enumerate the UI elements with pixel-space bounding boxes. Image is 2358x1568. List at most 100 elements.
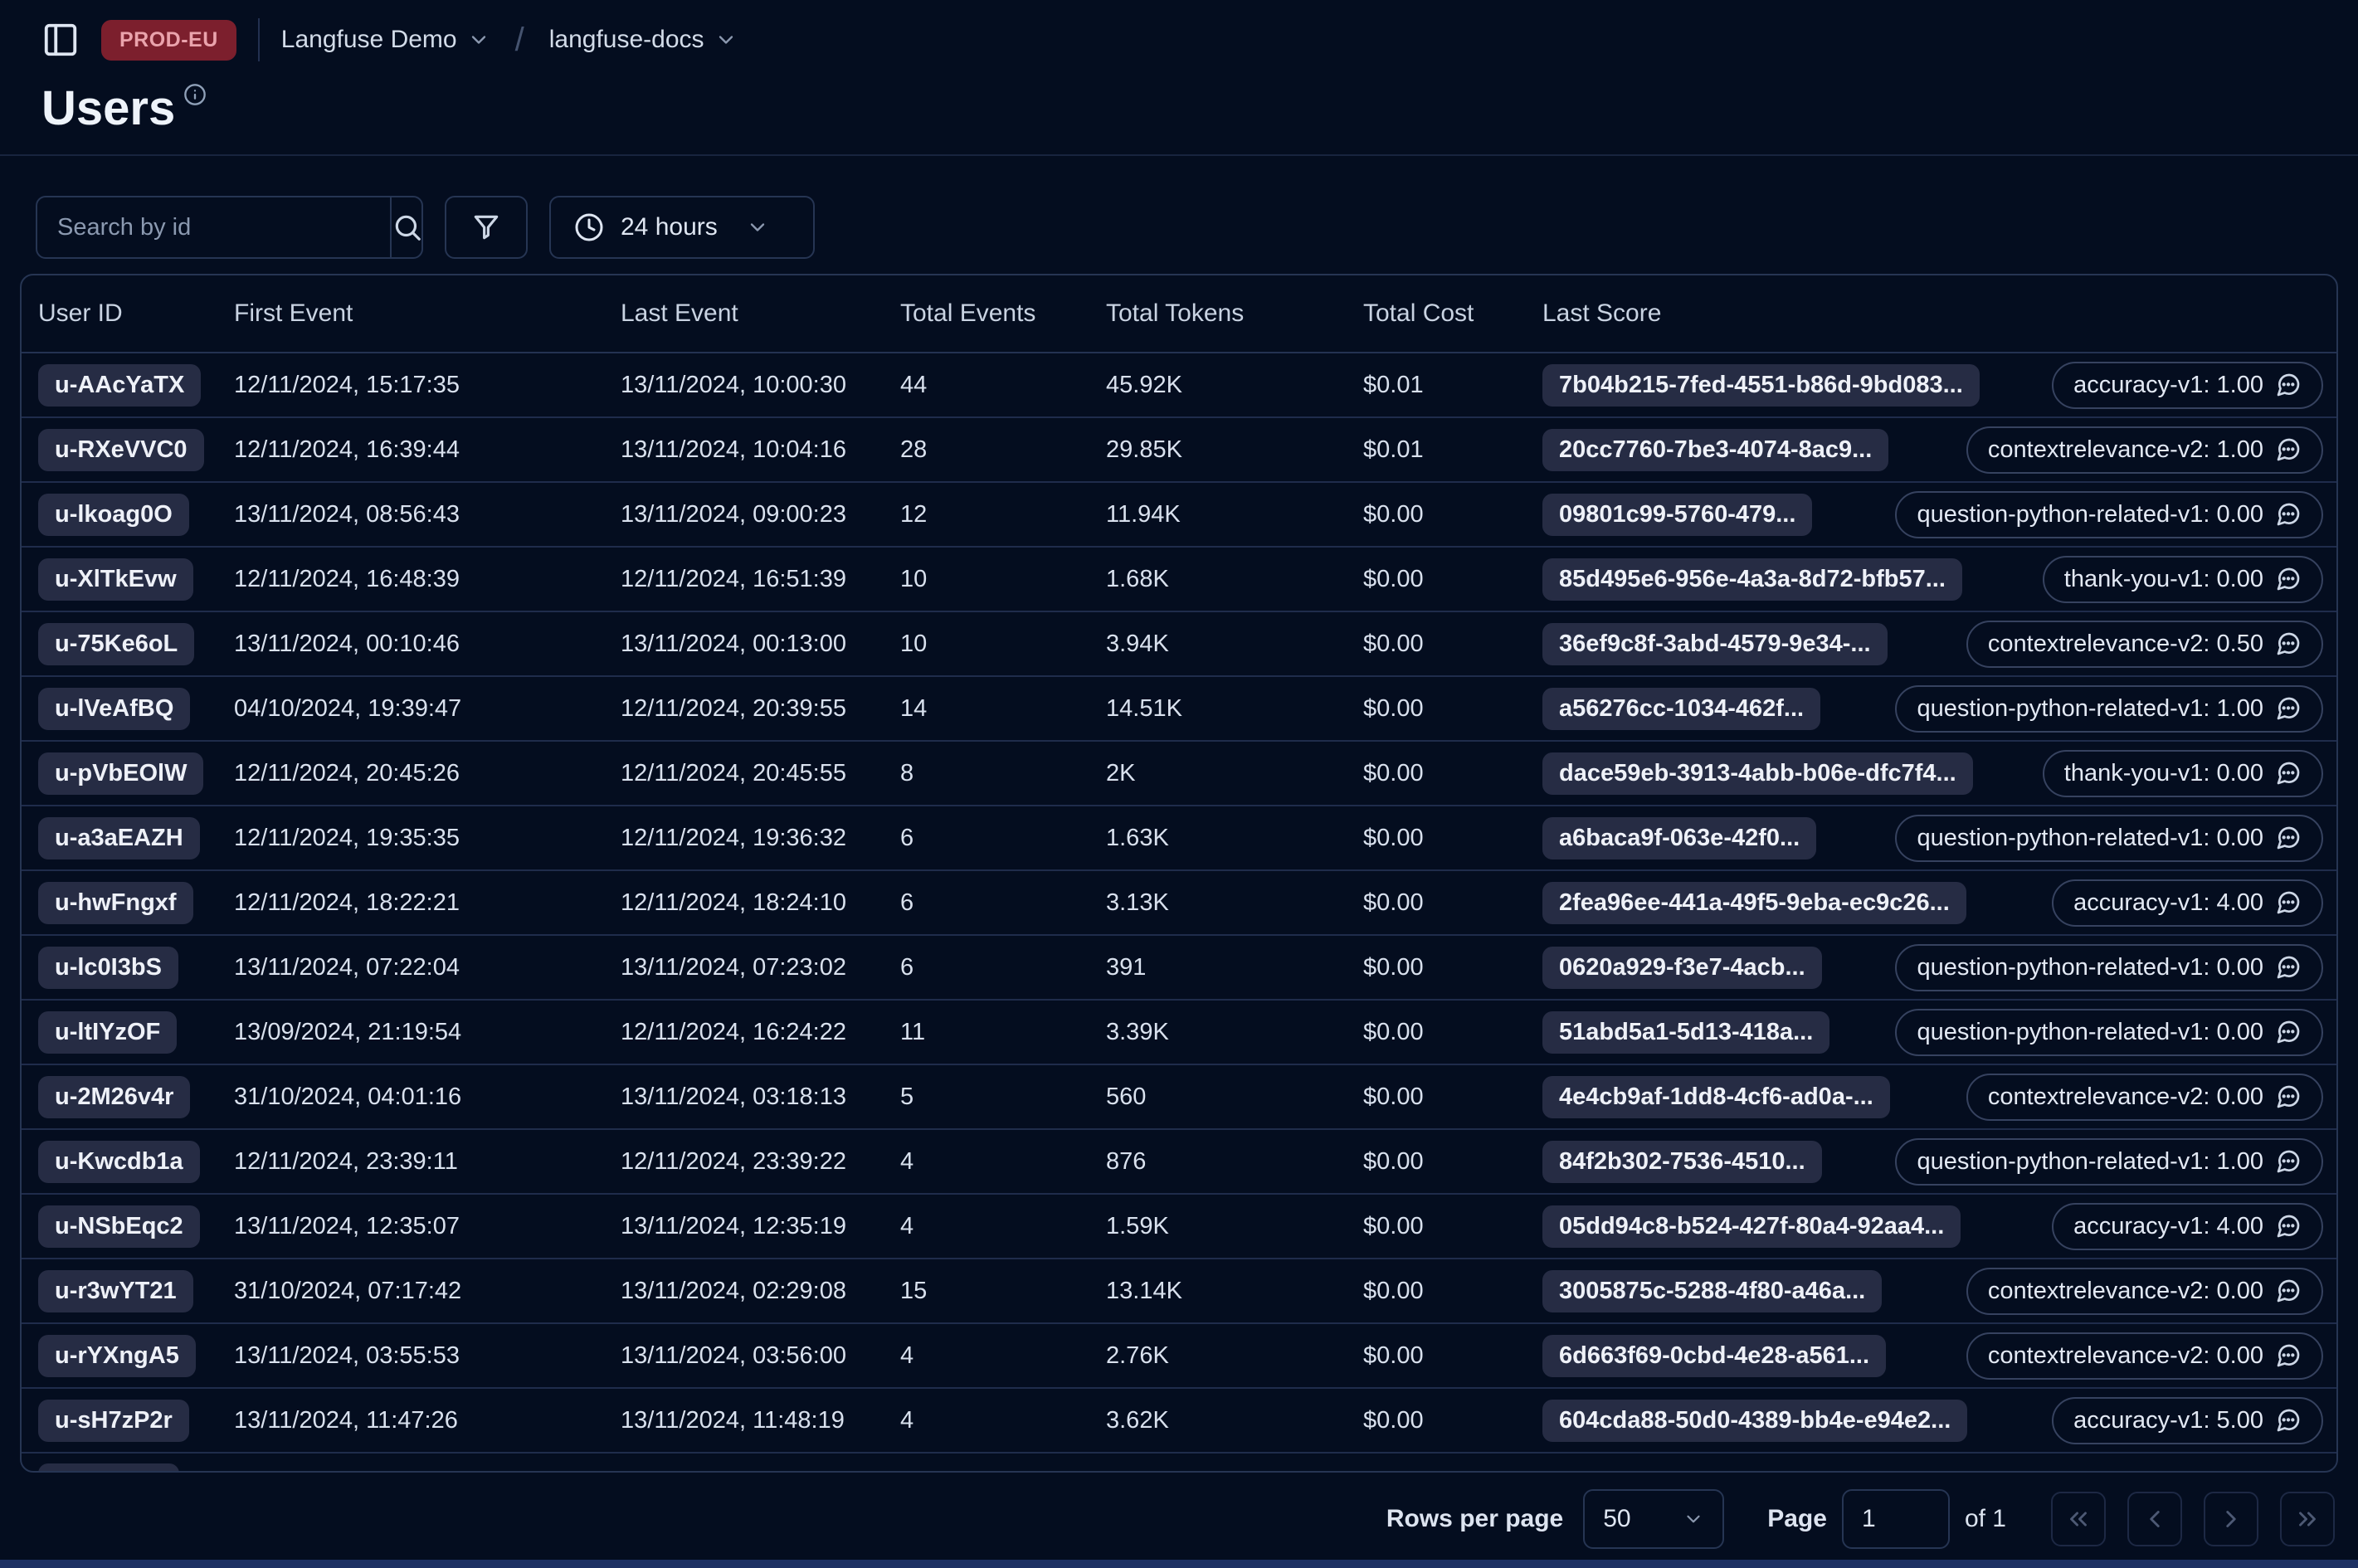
table-row[interactable]: u-2M26v4r 31/10/2024, 04:01:16 13/11/202… — [22, 1065, 2336, 1130]
total-events-cell: 44 — [900, 371, 928, 398]
user-id-badge[interactable]: u-2M26v4r — [38, 1075, 191, 1118]
table-row[interactable]: u-AAcYaTX 12/11/2024, 15:17:35 13/11/202… — [22, 353, 2336, 418]
score-id-badge[interactable]: 2fea96ee-441a-49f5-9eba-ec9c26... — [1542, 881, 1966, 924]
score-id-badge[interactable]: 84f2b302-7536-4510... — [1542, 1140, 1822, 1183]
score-id-badge[interactable]: 20cc7760-7be3-4074-8ac9... — [1542, 428, 1889, 471]
total-tokens-cell: 3.13K — [1106, 889, 1169, 916]
search-input[interactable] — [37, 197, 390, 257]
last-page-button[interactable] — [2280, 1492, 2335, 1546]
user-id-badge[interactable]: u-lc0I3bS — [38, 946, 178, 989]
chevron-left-icon — [2150, 1511, 2160, 1527]
total-tokens-cell: 1.63K — [1106, 824, 1169, 851]
last-score-pill[interactable]: accuracy-v1: 4.00 — [2052, 1202, 2323, 1250]
sidebar-toggle-button[interactable] — [41, 21, 80, 59]
last-score-pill[interactable]: question-python-related-v1: 1.00 — [1895, 1137, 2323, 1186]
table-row[interactable]: u-75Ke6oL 13/11/2024, 00:10:46 13/11/202… — [22, 612, 2336, 677]
score-id-badge[interactable]: 0620a929-f3e7-4acb... — [1542, 946, 1822, 989]
score-id-badge[interactable]: 604cda88-50d0-4389-bb4e-e94e2... — [1542, 1399, 1968, 1442]
last-score-pill[interactable]: question-python-related-v1: 0.00 — [1895, 1008, 2323, 1056]
score-id-badge[interactable]: 3005875c-5288-4f80-a46a... — [1542, 1269, 1883, 1312]
user-id-badge[interactable]: u-RXeVVC0 — [38, 428, 204, 471]
score-id-badge[interactable]: 09801c99-5760-479... — [1542, 493, 1813, 536]
last-score-pill[interactable]: question-python-related-v1: 0.00 — [1895, 943, 2323, 991]
score-id-badge[interactable]: 6d663f69-0cbd-4e28-a561... — [1542, 1334, 1886, 1377]
table-row[interactable]: u-ltIYzOF 13/09/2024, 21:19:54 12/11/202… — [22, 1001, 2336, 1065]
first-page-button[interactable] — [2051, 1492, 2106, 1546]
table-row[interactable]: u-pVbEOlW 12/11/2024, 20:45:26 12/11/202… — [22, 742, 2336, 806]
table-row[interactable]: u-lkoag0O 13/11/2024, 08:56:43 13/11/202… — [22, 483, 2336, 548]
table-row[interactable]: u-a3aEAZH 12/11/2024, 19:35:35 12/11/202… — [22, 806, 2336, 871]
last-score-pill[interactable]: contextrelevance-v2: 0.00 — [1966, 1332, 2323, 1380]
last-score-pill[interactable]: thank-you-v1: 0.00 — [2042, 749, 2323, 797]
table-row[interactable]: u-RXeVVC0 12/11/2024, 16:39:44 13/11/202… — [22, 418, 2336, 483]
score-id-badge[interactable]: 85d495e6-956e-4a3a-8d72-bfb57... — [1542, 558, 1962, 601]
project-switcher[interactable]: langfuse-docs — [549, 26, 738, 54]
table-row[interactable]: u-NSbEqc2 13/11/2024, 12:35:07 13/11/202… — [22, 1195, 2336, 1259]
table-row[interactable]: u-sH7zP2r 13/11/2024, 11:47:26 13/11/202… — [22, 1389, 2336, 1454]
user-id-badge[interactable]: u-hwFngxf — [38, 881, 193, 924]
user-id-badge[interactable]: u-AAcYaTX — [38, 363, 202, 407]
last-score-pill[interactable]: contextrelevance-v2: 0.00 — [1966, 1073, 2323, 1121]
user-id-badge[interactable]: u-75Ke6oL — [38, 622, 195, 665]
last-score-label: contextrelevance-v2: 0.00 — [1987, 1083, 2263, 1110]
time-range-button[interactable]: 24 hours — [549, 196, 815, 259]
user-id-badge[interactable]: u-lkoag0O — [38, 493, 189, 536]
last-score-pill[interactable]: contextrelevance-v2: 0.00 — [1966, 1267, 2323, 1315]
previous-page-button[interactable] — [2127, 1492, 2182, 1546]
score-id-badge[interactable]: 05dd94c8-b524-427f-80a4-92aa4... — [1542, 1205, 1961, 1248]
next-page-button[interactable] — [2204, 1492, 2258, 1546]
score-id-badge[interactable]: a6baca9f-063e-42f0... — [1542, 816, 1817, 859]
score-id-badge[interactable]: 4e4cb9af-1dd8-4cf6-ad0a-... — [1542, 1075, 1890, 1118]
last-score-pill[interactable]: contextrelevance-v2: 0.50 — [1966, 620, 2323, 668]
user-id-badge[interactable]: u-rYXngA5 — [38, 1334, 196, 1377]
user-id-badge[interactable]: u-NSbEqc2 — [38, 1205, 200, 1248]
rows-per-page-select[interactable]: 50 — [1583, 1489, 1725, 1549]
score-id-badge[interactable]: 36ef9c8f-3abd-4579-9e34-... — [1542, 622, 1888, 665]
last-score-pill[interactable]: accuracy-v1: 5.00 — [2052, 1396, 2323, 1444]
user-id-badge[interactable]: u-a3aEAZH — [38, 816, 200, 859]
org-switcher[interactable]: Langfuse Demo — [281, 26, 490, 54]
last-score-pill[interactable]: accuracy-v1: 1.00 — [2052, 361, 2323, 409]
page-number-input[interactable] — [1841, 1489, 1950, 1549]
last-score-label: question-python-related-v1: 0.00 — [1917, 500, 2263, 528]
info-icon[interactable] — [183, 83, 207, 106]
first-event-cell: 04/10/2024, 19:39:47 — [234, 694, 462, 722]
user-id-badge[interactable]: u-r3wYT21 — [38, 1269, 193, 1312]
table-row[interactable]: u-XlTkEvw 12/11/2024, 16:48:39 12/11/202… — [22, 548, 2336, 612]
table-row[interactable]: u-hwFngxf 12/11/2024, 18:22:21 12/11/202… — [22, 871, 2336, 936]
filter-button[interactable] — [445, 196, 528, 259]
score-id-badge[interactable]: a56276cc-1034-462f... — [1542, 687, 1821, 730]
table-row[interactable]: u-lVeAfBQ 04/10/2024, 19:39:47 12/11/202… — [22, 677, 2336, 742]
last-score-pill[interactable]: accuracy-v1: 4.00 — [2052, 879, 2323, 927]
total-tokens-cell: 560 — [1106, 1083, 1147, 1110]
user-id-badge[interactable]: u-XlTkEvw — [38, 558, 193, 601]
score-id-badge[interactable]: 7b04b215-7fed-4551-b86d-9bd083... — [1542, 363, 1980, 407]
score-id-badge[interactable]: dace59eb-3913-4abb-b06e-dfc7f4... — [1542, 752, 1973, 795]
total-tokens-cell: 45.92K — [1106, 371, 1182, 398]
last-score-pill[interactable]: question-python-related-v1: 1.00 — [1895, 684, 2323, 733]
chevrons-right-icon — [2299, 1512, 2316, 1527]
last-score-label: question-python-related-v1: 1.00 — [1917, 694, 2263, 722]
first-event-cell: 12/11/2024, 16:48:39 — [234, 565, 460, 592]
comment-icon — [2277, 956, 2300, 979]
last-score-pill[interactable]: question-python-related-v1: 0.00 — [1895, 814, 2323, 862]
user-id-badge[interactable]: u-lVeAfBQ — [38, 687, 191, 730]
user-id-badge[interactable]: u-Kwcdb1a — [38, 1140, 200, 1183]
total-cost-cell: $0.00 — [1363, 1277, 1424, 1304]
table-row[interactable]: u-Kwcdb1a 12/11/2024, 23:39:11 12/11/202… — [22, 1130, 2336, 1195]
last-event-cell: 13/11/2024, 03:18:13 — [621, 1083, 846, 1110]
search-button[interactable] — [390, 197, 421, 257]
score-id-badge[interactable]: 51abd5a1-5d13-418a... — [1542, 1010, 1830, 1054]
user-id-badge[interactable]: u-pVbEOlW — [38, 752, 204, 795]
comment-icon — [2277, 891, 2300, 914]
table-row[interactable]: u-r3wYT21 31/10/2024, 07:17:42 13/11/202… — [22, 1259, 2336, 1324]
total-tokens-cell: 2.76K — [1106, 1342, 1169, 1369]
table-row[interactable]: u-rYXngA5 13/11/2024, 03:55:53 13/11/202… — [22, 1324, 2336, 1389]
last-score-pill[interactable]: question-python-related-v1: 0.00 — [1895, 490, 2323, 538]
last-score-pill[interactable]: thank-you-v1: 0.00 — [2042, 555, 2323, 603]
table-row[interactable]: u-lc0I3bS 13/11/2024, 07:22:04 13/11/202… — [22, 936, 2336, 1001]
last-event-cell: 13/11/2024, 03:56:00 — [621, 1342, 846, 1369]
user-id-badge[interactable]: u-sH7zP2r — [38, 1399, 189, 1442]
last-score-pill[interactable]: contextrelevance-v2: 1.00 — [1966, 426, 2323, 474]
user-id-badge[interactable]: u-ltIYzOF — [38, 1010, 178, 1054]
